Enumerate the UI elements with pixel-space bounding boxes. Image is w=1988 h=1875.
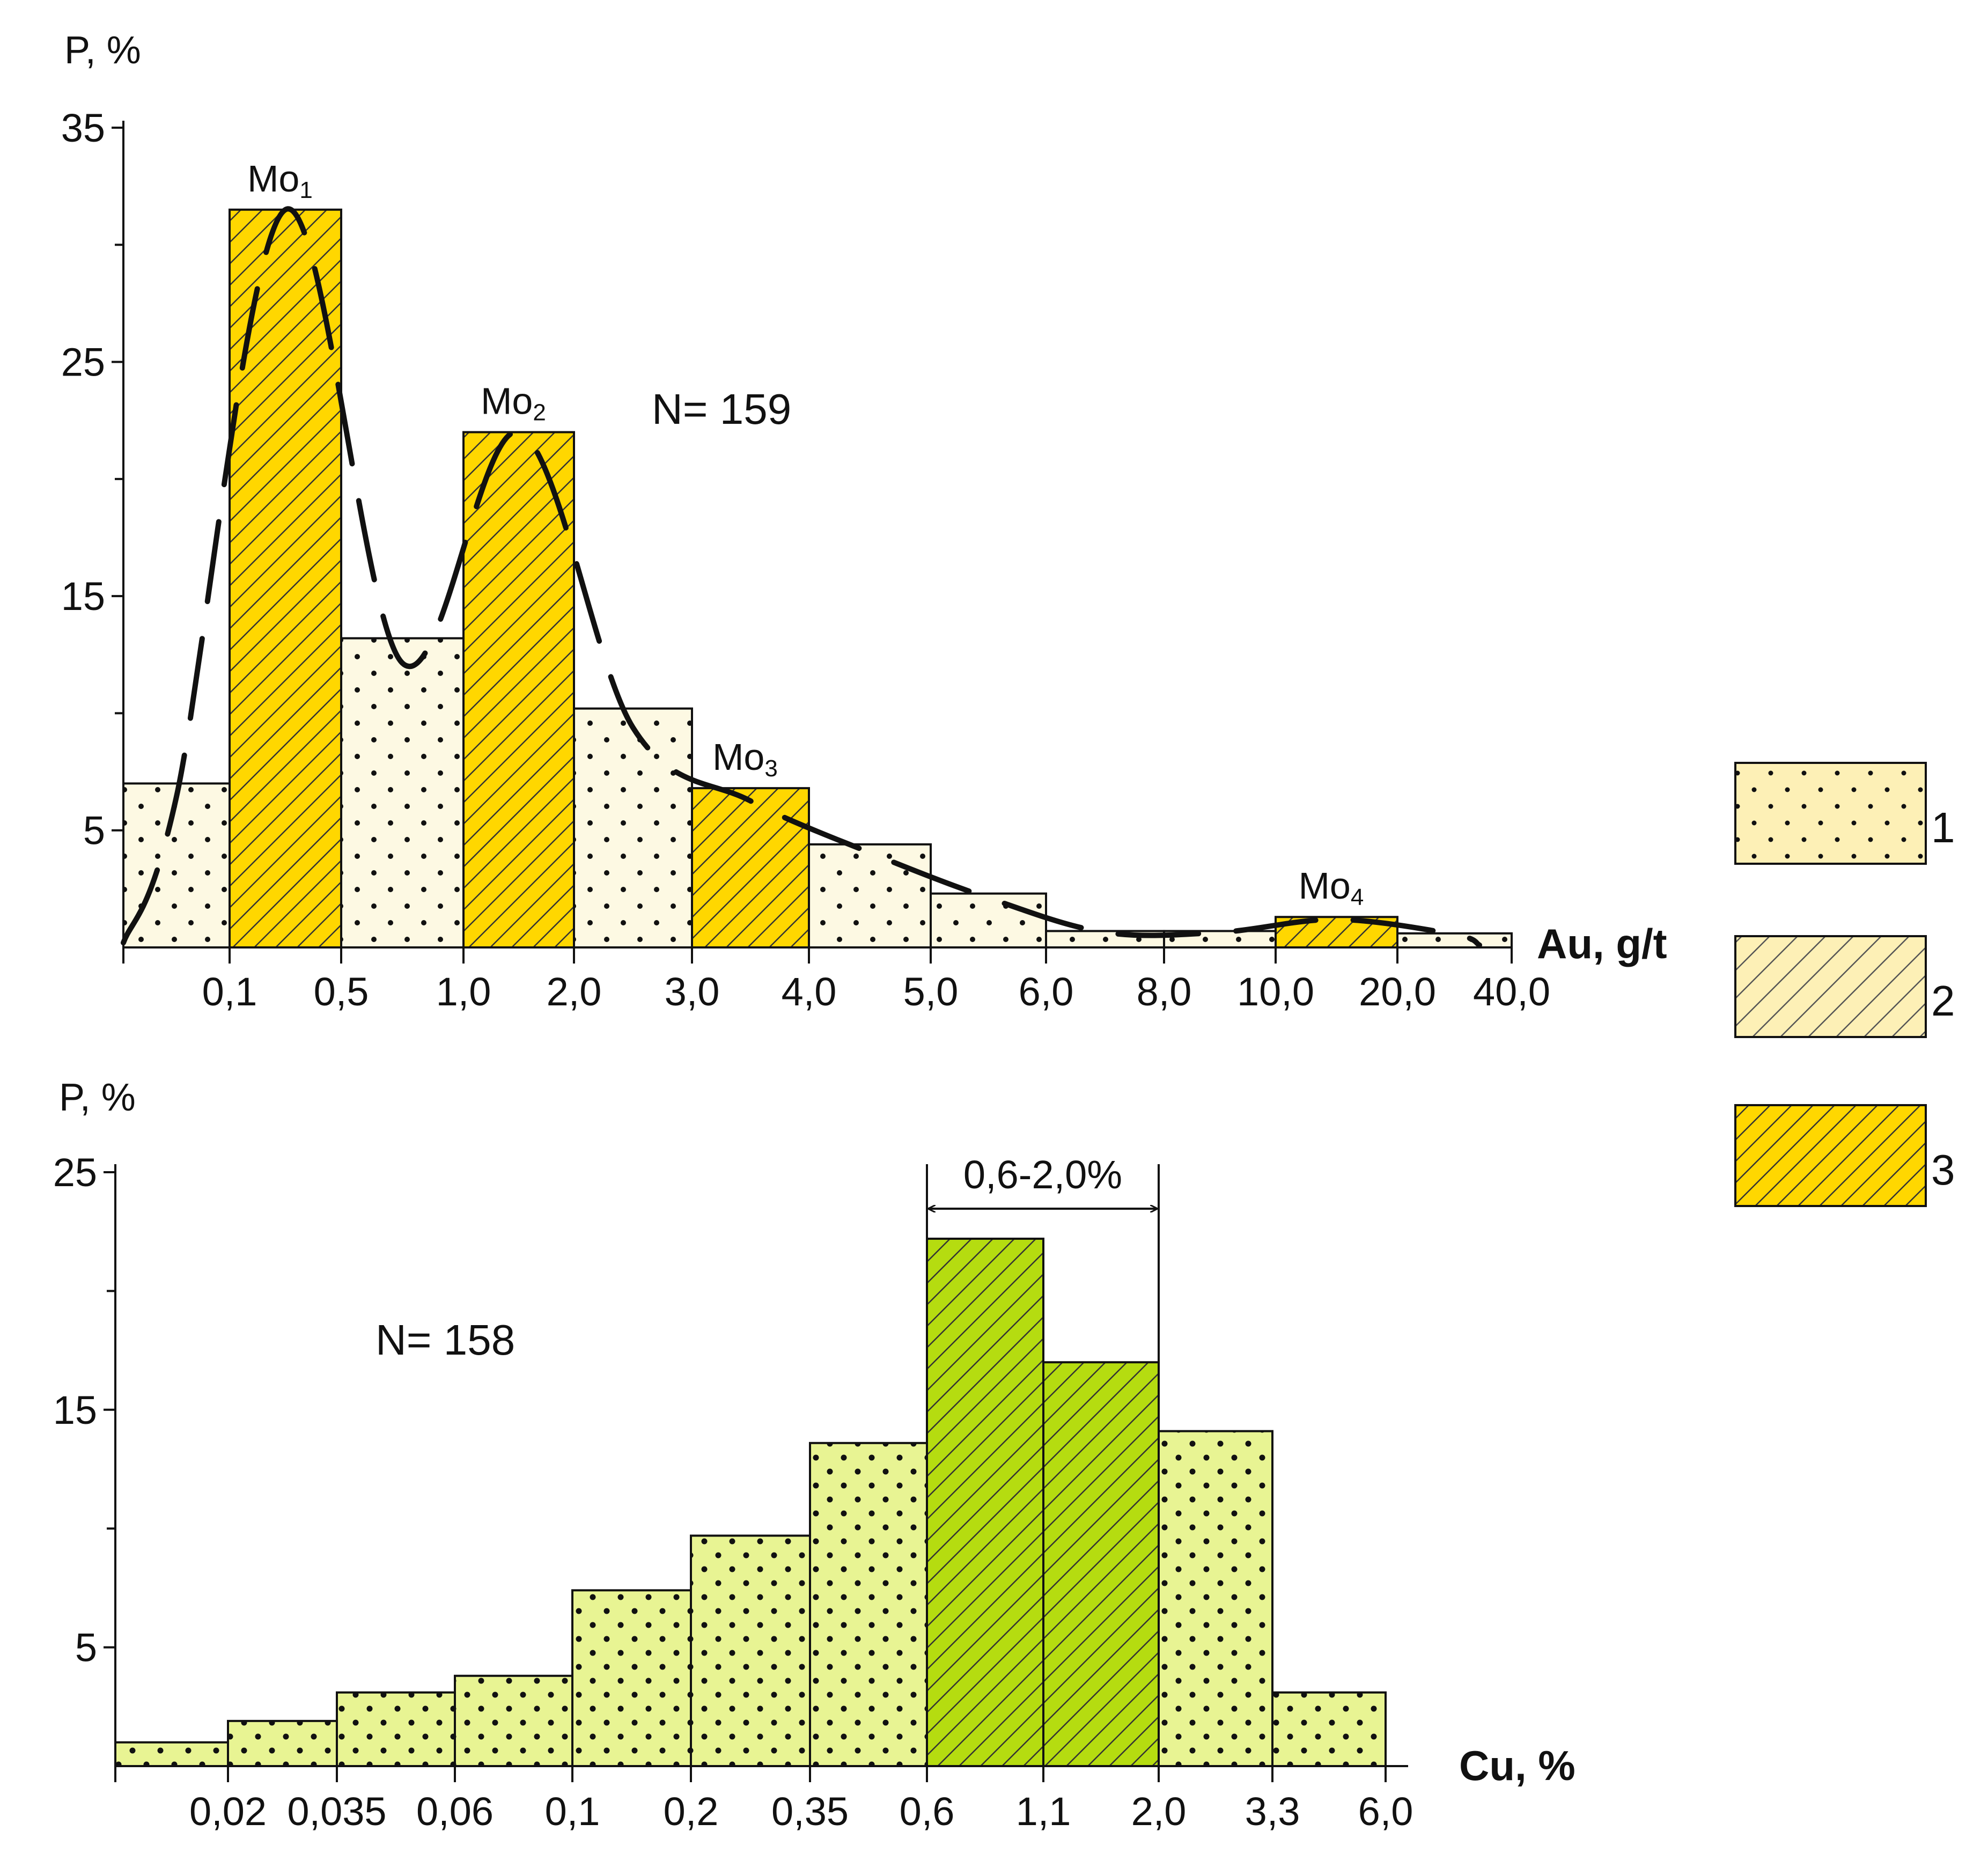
au-sample-size: N= 159 (652, 385, 791, 433)
cu-bar-11 (1271, 1691, 1387, 1767)
au-bar-4 (462, 431, 575, 948)
au-axes (122, 121, 1512, 948)
au-x-tick-label: 0,5 (314, 969, 369, 1014)
cu-y-tick-label: 15 (53, 1388, 97, 1432)
au-y-tick-label: 5 (83, 808, 105, 853)
au-x-tick-label: 2,0 (547, 969, 602, 1014)
au-y-tick-label: 35 (61, 106, 105, 150)
au-bars (122, 208, 1513, 949)
cu-bar-5 (571, 1589, 692, 1767)
au-mode-subscript: 4 (1351, 884, 1364, 910)
au-x-tick-label: 10,0 (1237, 969, 1314, 1014)
cu-x-tick-label: 0,06 (416, 1789, 494, 1834)
cu-x-tick-label: 3,3 (1245, 1789, 1300, 1834)
legend-label-1: 1 (1931, 804, 1955, 851)
au-x-ticks: 0,1 0,5 1,0 2,0 3,0 4,0 5,0 6,0 8,0 10,0 20,0 40,0 (122, 947, 1550, 1014)
au-x-tick-label: 8,0 (1137, 969, 1192, 1014)
cu-x-axis-title: Cu, % (1459, 1742, 1575, 1789)
cu-y-ticks: 5 15 25 (53, 1150, 115, 1670)
au-mode-label: Mo1 (247, 158, 313, 203)
au-bar-7 (808, 843, 932, 948)
au-bar-6 (691, 787, 810, 949)
cu-x-tick-label: 0,035 (287, 1789, 386, 1834)
cu-bar-3 (336, 1691, 456, 1767)
au-mode-subscript: 3 (764, 755, 777, 782)
au-x-tick-label: 20,0 (1359, 969, 1436, 1014)
cu-x-tick-label: 6,0 (1358, 1789, 1413, 1834)
legend-label-3: 3 (1931, 1146, 1955, 1194)
au-bar-1 (122, 782, 231, 949)
cu-x-ticks: 0,02 0,035 0,06 0,1 0,2 0,35 0,6 1,1 2,0 3,3 6,0 (114, 1766, 1413, 1834)
au-mode-label: Mo2 (481, 380, 546, 426)
au-x-tick-label: 40,0 (1473, 969, 1550, 1014)
cu-sample-size: N= 158 (375, 1316, 515, 1364)
cu-bar-2 (227, 1719, 338, 1767)
au-curve-line (121, 206, 1482, 948)
cu-x-tick-label: 1,1 (1016, 1789, 1071, 1834)
cu-bar-6 (690, 1534, 811, 1767)
au-x-tick-label: 5,0 (903, 969, 959, 1014)
au-bar-8 (930, 892, 1047, 949)
au-y-ticks: 5 15 25 35 (61, 106, 123, 853)
au-y-axis-label: P, % (64, 29, 141, 72)
cu-bar-9 (1042, 1361, 1160, 1767)
au-y-tick-label: 25 (61, 340, 105, 385)
cu-x-tick-label: 2,0 (1131, 1789, 1187, 1834)
cu-range-annotation: 0,6-2,0% (926, 1152, 1160, 1363)
au-density-curve (121, 206, 1482, 948)
au-mode-label: Mo3 (712, 736, 778, 782)
cu-x-tick-label: 0,6 (900, 1789, 955, 1834)
au-mode-subscript: 1 (299, 177, 312, 203)
cu-bar-10 (1158, 1430, 1273, 1768)
au-mode-subscript: 2 (533, 400, 546, 426)
cu-y-tick-label: 5 (75, 1626, 97, 1670)
cu-x-tick-label: 0,02 (189, 1789, 267, 1834)
au-x-tick-label: 0,1 (202, 969, 257, 1014)
cu-x-tick-label: 0,2 (664, 1789, 719, 1834)
cu-x-tick-label: 0,35 (771, 1789, 849, 1834)
au-bar-12 (1396, 932, 1513, 948)
cu-x-tick-label: 0,1 (545, 1789, 600, 1834)
au-x-tick-label: 6,0 (1019, 969, 1074, 1014)
au-x-tick-label: 1,0 (436, 969, 491, 1014)
au-bar-3 (340, 637, 465, 948)
au-y-tick-label: 15 (61, 574, 105, 619)
cu-y-tick-label: 25 (53, 1150, 97, 1195)
cu-bar-1 (114, 1741, 229, 1767)
au-x-tick-label: 4,0 (782, 969, 837, 1014)
au-x-axis-title: Au, g/t (1537, 920, 1667, 967)
legend-swatch-3 (1734, 1104, 1927, 1207)
legend-label-2: 2 (1931, 977, 1955, 1025)
cu-range-label: 0,6-2,0% (963, 1152, 1122, 1197)
au-bar-5 (573, 707, 693, 948)
legend-swatch-1 (1734, 762, 1927, 865)
au-x-tick-label: 3,0 (665, 969, 720, 1014)
au-mode-label: Mo4 (1299, 865, 1364, 910)
cu-bar-4 (454, 1674, 573, 1768)
cu-y-axis-label: P, % (59, 1076, 136, 1119)
cu-bars (114, 1237, 1387, 1768)
legend-swatch-2 (1734, 935, 1927, 1038)
cu-axes (114, 1164, 1408, 1767)
legend: 1 2 3 (1734, 762, 1955, 1207)
cu-bar-8 (926, 1237, 1044, 1767)
au-chart: P, % 5 15 25 35 0,1 0,5 1,0 2,0 3,0 4,0 5,0 6,0 8,0… (61, 29, 1667, 1014)
cu-bar-7 (809, 1442, 928, 1767)
cu-chart: P, % 5 15 25 0,02 0,035 0,06 0,1 0,2 0,35 0,6 1,1… (53, 1076, 1575, 1834)
